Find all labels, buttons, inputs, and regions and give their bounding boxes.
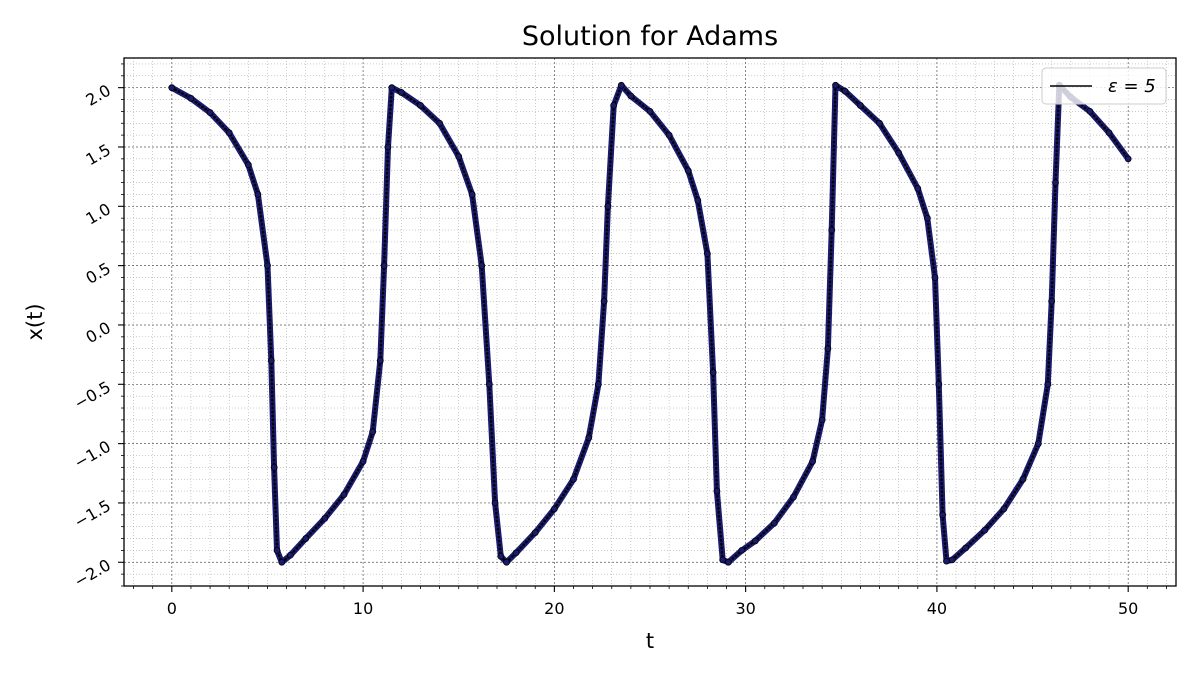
data-point <box>713 487 721 495</box>
data-point <box>270 463 278 471</box>
x-tick-label: 50 <box>1118 599 1138 618</box>
x-axis-label: t <box>646 629 654 653</box>
data-point <box>187 94 195 102</box>
y-axis-label: x(t) <box>23 303 47 340</box>
data-point <box>604 202 612 210</box>
data-point <box>168 84 176 92</box>
data-point <box>923 214 931 222</box>
data-point <box>709 369 717 376</box>
data-point <box>278 558 286 566</box>
data-point <box>684 167 692 175</box>
x-tick-label: 30 <box>735 599 755 618</box>
data-point <box>380 262 388 270</box>
data-point <box>809 458 816 465</box>
legend-box <box>1041 67 1167 105</box>
data-point <box>1000 505 1008 513</box>
data-point <box>491 499 499 507</box>
data-point <box>738 547 746 554</box>
data-point <box>468 191 476 198</box>
data-point <box>384 143 392 151</box>
data-point <box>703 250 711 258</box>
data-point <box>369 428 377 436</box>
data-point <box>397 89 405 96</box>
data-point <box>485 380 493 388</box>
data-point <box>302 535 310 542</box>
data-point <box>719 556 727 564</box>
data-point <box>617 81 625 89</box>
data-point <box>818 416 826 424</box>
data-point <box>531 529 539 537</box>
data-point <box>550 505 558 513</box>
data-point <box>1048 297 1056 305</box>
data-point <box>1044 380 1052 388</box>
chart-title: Solution for Adams <box>522 21 778 52</box>
data-point <box>570 475 577 483</box>
data-point <box>1124 155 1132 163</box>
data-point <box>824 345 832 353</box>
data-point <box>931 274 939 281</box>
minor-grid <box>124 58 1176 587</box>
data-point <box>627 92 635 100</box>
data-point <box>832 81 839 89</box>
data-point <box>1086 107 1094 115</box>
data-point <box>594 380 602 388</box>
x-tick-label: 0 <box>167 599 177 618</box>
data-point <box>665 131 673 139</box>
data-point <box>935 380 943 388</box>
data-point <box>914 185 922 192</box>
legend-entry-label: ε = 5 <box>1108 76 1156 97</box>
data-point <box>376 357 384 364</box>
data-point <box>1019 475 1027 483</box>
data-point <box>1105 129 1113 137</box>
data-point <box>600 297 608 305</box>
data-point <box>417 102 424 109</box>
data-point <box>497 552 505 560</box>
data-point <box>359 458 367 465</box>
data-point <box>857 102 864 109</box>
data-point <box>264 262 271 270</box>
x-tick-label: 40 <box>927 599 947 618</box>
data-point <box>1034 440 1042 448</box>
data-point <box>225 129 233 137</box>
data-point <box>725 558 732 566</box>
data-point <box>478 262 486 270</box>
data-point <box>436 119 444 127</box>
data-point <box>895 149 903 157</box>
data-point <box>790 493 797 501</box>
series-layer <box>168 81 1132 566</box>
data-point <box>751 537 759 545</box>
data-point <box>512 549 520 557</box>
data-point <box>962 544 969 552</box>
data-point <box>939 511 947 519</box>
data-point <box>981 526 989 534</box>
x-axis: 0 10 20 30 40 50 <box>133 586 1167 618</box>
data-point <box>455 153 463 160</box>
data-point <box>388 84 396 92</box>
data-point <box>254 191 262 198</box>
data-point <box>244 161 252 169</box>
data-point <box>503 558 510 566</box>
data-point <box>694 196 702 204</box>
data-point <box>267 357 275 364</box>
data-point <box>770 519 778 527</box>
x-tick-label: 10 <box>353 599 373 618</box>
data-point <box>646 107 654 115</box>
data-point <box>273 547 281 554</box>
x-tick-label: 20 <box>544 599 564 618</box>
data-point <box>340 491 348 499</box>
data-point <box>610 102 618 109</box>
data-point <box>1052 179 1059 186</box>
data-point <box>876 119 883 127</box>
data-point <box>948 556 956 564</box>
data-point <box>206 109 214 116</box>
data-point <box>287 551 294 559</box>
data-point <box>828 226 836 234</box>
data-point <box>841 87 849 95</box>
data-point <box>585 434 593 442</box>
legend: ε = 5 <box>1041 67 1167 105</box>
data-point <box>943 557 950 565</box>
data-point <box>321 514 329 522</box>
